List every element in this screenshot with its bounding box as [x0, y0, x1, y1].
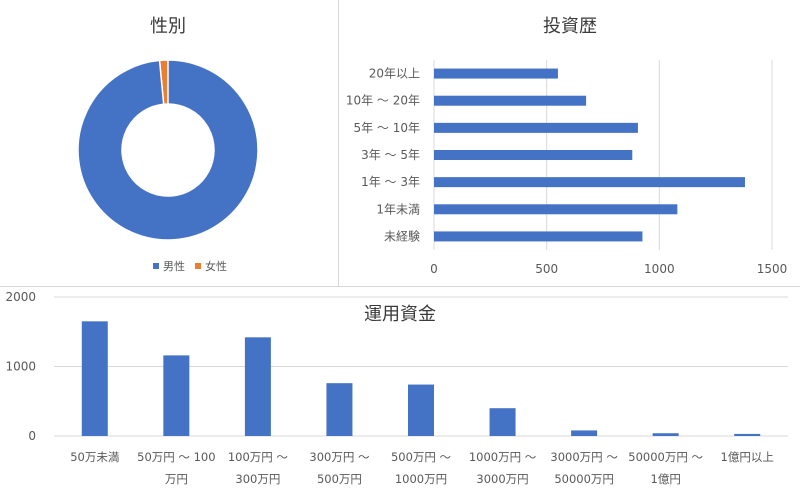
legend-label-female: 女性 [205, 260, 227, 273]
vbar-category-label-line: 500万円 ～ [391, 450, 452, 464]
vbar-bar-7 [652, 433, 679, 436]
vbar-bar-6 [571, 430, 598, 436]
legend-item-male: 男性 [153, 258, 185, 274]
vbar-category-label-line: 1000万円 [395, 472, 447, 486]
vbar-y-tick-label-2: 2000 [5, 290, 36, 304]
vbar-y-tick-label-1: 1000 [5, 360, 36, 374]
vbar-category-label-line: 万円 [165, 472, 188, 486]
hbar-bar-6 [434, 231, 643, 242]
vbar-category-label-line: 1億円 [651, 472, 681, 486]
vbar-category-label-line: 50万円 ～ 100 [137, 450, 215, 464]
vbar-category-label-line: 300万円 ～ [309, 450, 370, 464]
vbar-category-label-line: 500万円 [317, 472, 362, 486]
vbar-category-label-0: 50万未満 [70, 450, 119, 464]
gender-legend: 男性 女性 [130, 258, 250, 274]
vbar-category-label-5: 1000万円 ～ 3000万円 [469, 450, 537, 486]
vbar-bar-0 [81, 321, 108, 436]
vbar-category-label-line: 50万未満 [70, 450, 119, 464]
vbar-category-label-6: 3000万円 ～ 50000万円 [550, 450, 618, 486]
legend-swatch-female [195, 263, 201, 269]
hbar-category-label-3: 3年 ～ 5年 [361, 148, 420, 162]
hbar-category-label-0: 20年以上 [369, 67, 420, 81]
hbar-bar-4 [434, 177, 745, 188]
legend-item-female: 女性 [195, 258, 227, 274]
gender-donut-chart [77, 59, 259, 241]
gender-chart-title: 性別 [150, 16, 186, 37]
hbar-category-label-6: 未経験 [384, 228, 420, 243]
hbar-bar-3 [434, 150, 633, 160]
hbar-x-tick-label-3: 1500 [757, 262, 788, 276]
donut-slice-0 [77, 59, 259, 241]
vbar-category-label-line: 3000万円 ～ [550, 450, 618, 464]
vbar-category-label-line: 1億円以上 [721, 450, 774, 464]
hbar-bar-2 [434, 122, 638, 133]
legend-swatch-male [153, 263, 159, 269]
vbar-category-label-1: 50万円 ～ 100 万円 [137, 450, 215, 486]
vbar-category-label-line: 100万円 ～ [228, 450, 289, 464]
hbar-category-label-2: 5年 ～ 10年 [353, 121, 420, 135]
vbar-bar-1 [163, 355, 190, 436]
vbar-bar-3 [326, 383, 353, 436]
panel-divider-vertical [338, 0, 339, 286]
hbar-category-label-5: 1年未満 [376, 202, 420, 216]
hbar-category-label-4: 1年 ～ 3年 [361, 175, 420, 189]
vbar-category-label-line: 50000万円 [554, 472, 614, 486]
hbar-x-tick-label-1: 500 [535, 262, 558, 276]
vbar-category-label-line: 300万円 [235, 472, 280, 486]
legend-label-male: 男性 [163, 260, 185, 273]
vbar-category-label-line: 3000万円 [476, 472, 528, 486]
vbar-category-label-4: 500万円 ～ 1000万円 [391, 450, 452, 486]
vbar-bar-8 [734, 433, 761, 436]
funds-chart-title: 運用資金 [364, 304, 436, 325]
hbar-bar-5 [434, 204, 678, 215]
investment-history-chart-title: 投資歴 [543, 16, 597, 37]
hbar-bar-0 [434, 68, 558, 79]
vbar-bar-2 [244, 337, 271, 436]
vbar-bar-5 [489, 408, 516, 436]
vbar-category-label-line: 50000万円 ～ [628, 450, 703, 464]
vbar-category-label-3: 300万円 ～ 500万円 [309, 450, 370, 486]
funds-bar-chart: 0 1000 2000 50万未満 50万円 ～ 100 万円 100万円 ～ 300万円 30… [5, 290, 788, 486]
hbar-bar-1 [434, 95, 587, 106]
hbar-category-label-1: 10年 ～ 20年 [346, 94, 420, 108]
vbar-category-label-7: 50000万円 ～ 1億円 [628, 450, 703, 486]
vbar-y-tick-label-0: 0 [28, 429, 36, 443]
panel-divider-horizontal [0, 286, 800, 287]
vbar-category-label-line: 1000万円 ～ [469, 450, 537, 464]
vbar-category-label-2: 100万円 ～ 300万円 [228, 450, 289, 486]
hbar-x-tick-label-2: 1000 [644, 262, 675, 276]
vbar-bar-4 [408, 384, 434, 436]
investment-history-bar-chart: 0 500 1000 1500 20年以上 10年 ～ 20年 5年 ～ 10年 3年 ～ 5… [346, 60, 788, 276]
hbar-x-tick-label-0: 0 [430, 262, 438, 276]
vbar-category-label-8: 1億円以上 [721, 450, 774, 464]
